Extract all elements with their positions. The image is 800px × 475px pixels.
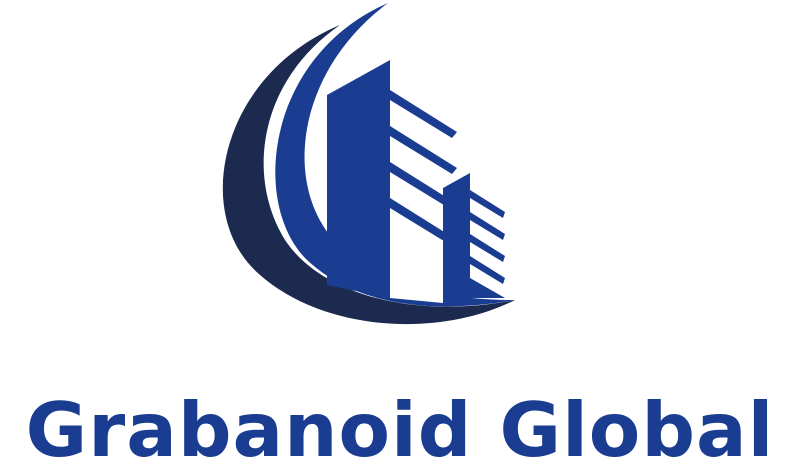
building-gap xyxy=(390,235,443,303)
building-swoosh-icon xyxy=(222,3,515,325)
tall-building xyxy=(327,60,457,298)
brand-name: Grabanoid Global xyxy=(25,386,775,474)
short-building xyxy=(443,173,505,303)
